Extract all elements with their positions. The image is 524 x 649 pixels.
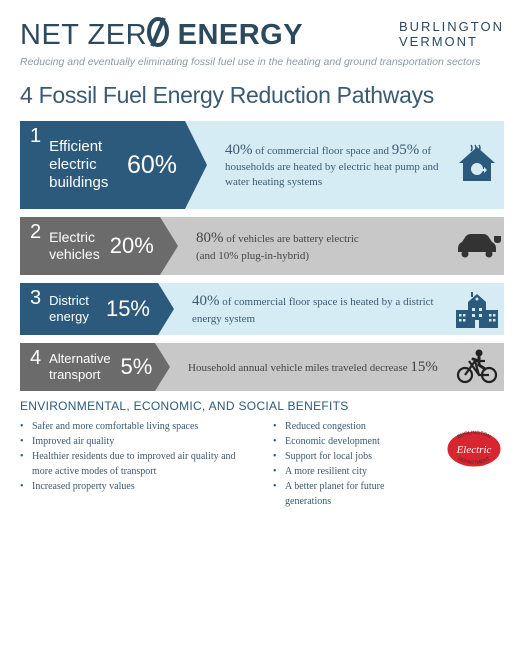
benefits-section: Safer and more comfortable living spaces…: [20, 419, 504, 509]
house-heat-icon: [450, 121, 504, 209]
pathway-description: 80% of vehicles are battery electric(and…: [178, 217, 450, 275]
benefit-item: Safer and more comfortable living spaces: [20, 419, 257, 434]
pathway-chevron: 4 Alternative transport 5%: [20, 343, 170, 391]
location-line1: BURLINGTON: [399, 20, 504, 35]
pathway-description: 40% of commercial floor space and 95% of…: [207, 121, 450, 209]
location-line2: VERMONT: [399, 35, 504, 50]
benefits-col2: Reduced congestionEconomic developmentSu…: [273, 419, 428, 509]
pathway-number: 1: [30, 125, 41, 148]
logo-text-post: ENERGY: [169, 19, 303, 51]
pathway-description: Household annual vehicle miles traveled …: [170, 343, 450, 391]
benefits-col1: Safer and more comfortable living spaces…: [20, 419, 257, 509]
header: NET ZER ENERGY BURLINGTON VERMONT Reduci…: [20, 18, 504, 68]
logo-zero-slash-icon: [147, 18, 169, 47]
benefit-item: Support for local jobs: [273, 449, 428, 464]
pathway-number: 2: [30, 221, 41, 244]
benefit-item: Healthier residents due to improved air …: [20, 449, 257, 479]
pathway-number: 3: [30, 287, 41, 310]
pathway-percent: 60%: [117, 151, 177, 180]
building-icon: [450, 283, 504, 335]
benefits-title: ENVIRONMENTAL, ECONOMIC, AND SOCIAL BENE…: [20, 399, 504, 413]
pathway-chevron: 1 Efficient electric buildings 60%: [20, 121, 207, 209]
pathway-number: 4: [30, 347, 41, 370]
main-title: 4 Fossil Fuel Energy Reduction Pathways: [20, 82, 504, 109]
pathway-row: 3 District energy 15% 40% of commercial …: [20, 283, 504, 335]
pathway-percent: 20%: [100, 233, 154, 259]
pathway-label: Alternative transport: [49, 351, 110, 382]
benefit-item: Economic development: [273, 434, 428, 449]
benefit-item: A better planet for future generations: [273, 479, 428, 509]
benefit-item: Improved air quality: [20, 434, 257, 449]
pathway-row: 2 Electric vehicles 20% 80% of vehicles …: [20, 217, 504, 275]
benefit-item: A more resilient city: [273, 464, 428, 479]
bicycle-icon: [450, 343, 504, 391]
tagline: Reducing and eventually eliminating foss…: [20, 56, 504, 68]
svg-text:Electric: Electric: [456, 444, 492, 456]
car-plug-icon: [450, 217, 504, 275]
pathway-percent: 15%: [96, 296, 150, 322]
net-zero-energy-logo: NET ZER ENERGY: [20, 18, 303, 50]
location-label: BURLINGTON VERMONT: [399, 20, 504, 50]
burlington-electric-badge-icon: BURLINGTONDEPARTMENTElectric: [444, 425, 504, 467]
pathway-chevron: 3 District energy 15%: [20, 283, 174, 335]
pathway-label: Efficient electric buildings: [49, 138, 108, 192]
pathway-label: District energy: [49, 293, 96, 324]
logo-text-pre: NET ZER: [20, 19, 147, 51]
benefit-item: Reduced congestion: [273, 419, 428, 434]
pathway-chevron: 2 Electric vehicles 20%: [20, 217, 178, 275]
pathway-row: 1 Efficient electric buildings 60% 40% o…: [20, 121, 504, 209]
pathway-description: 40% of commercial floor space is heated …: [174, 283, 450, 335]
pathway-row: 4 Alternative transport 5% Household ann…: [20, 343, 504, 391]
benefit-item: Increased property values: [20, 479, 257, 494]
pathway-label: Electric vehicles: [49, 229, 100, 263]
pathway-percent: 5%: [111, 354, 153, 380]
